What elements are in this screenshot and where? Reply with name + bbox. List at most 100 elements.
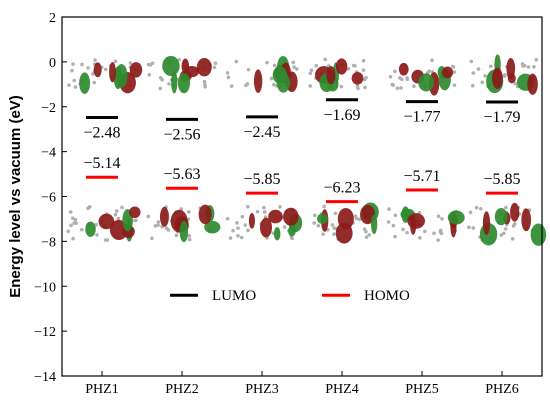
orbital-lobe — [268, 209, 283, 224]
atom — [72, 221, 76, 225]
lumo-orbital-image — [388, 58, 457, 96]
atom — [364, 75, 368, 80]
atom — [440, 217, 444, 221]
atom — [94, 222, 98, 227]
atom — [361, 58, 366, 63]
atom — [95, 233, 99, 237]
atom — [228, 236, 233, 240]
atom — [391, 223, 396, 228]
lumo-value-label: −1.77 — [403, 109, 440, 126]
atom — [436, 238, 440, 242]
y-axis-label: Energy level vs vacuum (eV) — [7, 95, 24, 298]
atom — [367, 233, 372, 237]
atom — [244, 83, 248, 88]
homo-value-label: −5.63 — [163, 166, 200, 183]
atom — [234, 59, 239, 64]
y-tick-label: −6 — [41, 191, 56, 206]
atom — [202, 79, 207, 84]
atom — [323, 57, 327, 62]
orbital-lobe — [85, 221, 96, 237]
orbital-lobe — [204, 220, 221, 234]
legend: LUMO HOMO — [170, 288, 410, 304]
orbital-lobe — [177, 72, 191, 94]
atom — [362, 227, 367, 231]
orbital-lobe — [326, 66, 336, 85]
atom — [526, 65, 531, 69]
atom — [212, 65, 217, 70]
atom — [71, 236, 75, 241]
atom — [93, 58, 97, 62]
homo-value-label: −5.85 — [243, 171, 280, 188]
orbital-lobe — [407, 213, 425, 229]
atom — [128, 61, 133, 65]
atom — [502, 231, 506, 236]
orbital-lobe — [159, 206, 169, 227]
lumo-value-label: −1.69 — [323, 107, 360, 124]
orbital-lobe — [98, 213, 115, 230]
homo-orbital-image — [146, 204, 221, 243]
atom — [312, 221, 317, 225]
atom — [246, 67, 251, 72]
atom — [69, 223, 73, 228]
orbital-lobe — [276, 72, 291, 93]
atom — [156, 220, 161, 224]
homo-orbital-image — [467, 202, 547, 246]
atom — [330, 223, 335, 227]
atom — [309, 68, 314, 72]
orbital-lobe — [179, 220, 189, 243]
atom — [290, 236, 294, 241]
orbital-lobe — [317, 213, 328, 225]
atom — [400, 77, 404, 82]
atom — [105, 238, 110, 242]
atom — [120, 205, 124, 210]
atom — [282, 225, 287, 229]
atom — [160, 77, 164, 82]
atom — [393, 213, 398, 218]
legend-homo-label: HOMO — [364, 288, 410, 304]
orbital-lobe — [171, 70, 178, 94]
atom — [255, 209, 260, 214]
orbital-lobe — [129, 62, 143, 78]
atom — [438, 228, 443, 233]
atom — [156, 223, 160, 227]
atom — [488, 64, 493, 69]
atom — [86, 206, 90, 211]
atom — [321, 232, 325, 236]
atom — [92, 80, 97, 85]
atom — [467, 225, 471, 230]
atom — [393, 234, 397, 239]
orbital-lobe — [337, 207, 354, 230]
atom — [179, 207, 184, 211]
atom — [356, 86, 360, 91]
orbital-lobe — [530, 223, 547, 246]
atom — [150, 61, 155, 66]
atom — [502, 73, 507, 77]
orbital-lobe — [283, 207, 299, 226]
homo-value-label: −5.14 — [83, 155, 120, 172]
atom — [166, 228, 171, 232]
y-tick-label: 2 — [49, 11, 56, 26]
atom — [520, 62, 525, 66]
atom — [245, 204, 250, 209]
orbital-lobe — [492, 67, 503, 90]
orbital-lobe — [510, 202, 520, 222]
orbital-lobe — [482, 211, 491, 235]
lumo-orbital-image — [146, 55, 218, 94]
atom — [308, 71, 313, 76]
orbital-lobe — [248, 212, 255, 229]
lumo-value-label: −2.48 — [83, 125, 120, 142]
atom — [504, 205, 508, 210]
orbital-lobe — [109, 61, 116, 83]
atom — [291, 60, 296, 65]
atom — [134, 218, 138, 223]
atom — [405, 230, 409, 235]
orbital-lobe — [418, 73, 435, 92]
orbital-lobe — [273, 226, 281, 241]
atom — [354, 216, 359, 221]
atom — [430, 58, 434, 63]
atom — [213, 61, 218, 66]
orbital-lobe — [162, 55, 180, 76]
x-tick-label: PHZ5 — [405, 382, 438, 397]
atom — [231, 228, 235, 233]
